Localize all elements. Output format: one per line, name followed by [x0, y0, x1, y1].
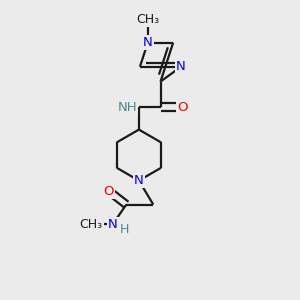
Text: CH₃: CH₃: [136, 13, 159, 26]
Text: O: O: [104, 184, 114, 198]
Text: N: N: [143, 36, 153, 49]
Text: N: N: [176, 60, 186, 73]
Text: O: O: [177, 100, 187, 114]
Text: N: N: [108, 218, 118, 231]
Text: N: N: [134, 174, 144, 187]
Text: NH: NH: [118, 100, 137, 114]
Text: CH₃: CH₃: [80, 218, 103, 231]
Text: H: H: [120, 223, 130, 236]
